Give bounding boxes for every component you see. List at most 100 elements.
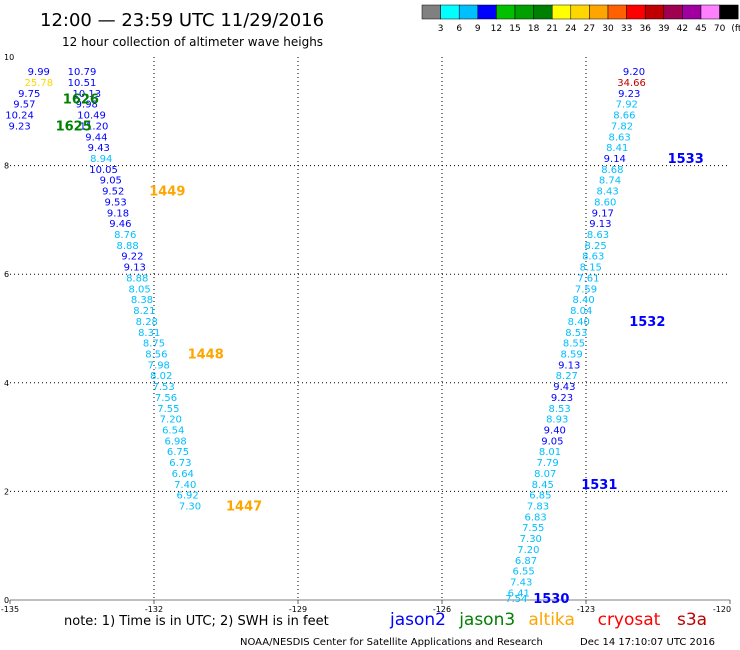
data-point-label: 8.25 xyxy=(584,241,606,252)
colorbar-label: 27 xyxy=(584,24,595,34)
colorbar-label: 39 xyxy=(658,24,670,34)
data-point-label: 9.14 xyxy=(604,154,626,165)
data-point-label: 8.05 xyxy=(128,284,150,295)
data-point-label: 9.13 xyxy=(589,219,611,230)
pass-labels: 1626 1625 1449 1448 1447 1533 1532 1531 1530 xyxy=(56,92,704,607)
data-point-label: 7.20 xyxy=(517,545,539,556)
data-point-label: 8.07 xyxy=(534,469,556,480)
pass-number-label: 1449 xyxy=(149,185,185,200)
data-point-label: 25.78 xyxy=(24,78,53,89)
colorbar-label: 12 xyxy=(491,24,502,34)
grid xyxy=(10,57,730,600)
colorbar-label: 70 xyxy=(714,24,726,34)
data-point-label: 8.21 xyxy=(133,306,155,317)
data-point-label: 8.74 xyxy=(599,176,621,187)
pass-number-label: 1625 xyxy=(56,119,92,134)
colorbar-swatch xyxy=(477,4,497,20)
pass-number-label: 1448 xyxy=(188,347,224,362)
data-point-label: 34.66 xyxy=(617,78,646,89)
colorbar-label: 33 xyxy=(621,24,632,34)
data-point-label: 9.52 xyxy=(102,187,124,198)
data-point-label: 9.22 xyxy=(121,252,143,263)
colorbar-label: 45 xyxy=(695,24,706,34)
legend-entry: altika xyxy=(528,610,575,630)
colorbar-label: 15 xyxy=(509,24,520,34)
colorbar-label: 21 xyxy=(546,24,557,34)
colorbar-swatch xyxy=(719,4,739,20)
data-point-label: 8.63 xyxy=(608,132,630,143)
data-point-label: 7.83 xyxy=(527,502,549,513)
colorbar-label: 3 xyxy=(438,24,444,34)
data-point-label: 8.27 xyxy=(556,371,578,382)
data-point-label: 8.60 xyxy=(594,197,616,208)
data-point-label: 9.20 xyxy=(623,67,645,78)
colorbar-swatch xyxy=(589,4,609,20)
x-tick-label: -132 xyxy=(145,605,163,614)
data-point-label: 9.98 xyxy=(76,100,98,111)
data-point-label: 6.54 xyxy=(162,425,184,436)
colorbar-swatch xyxy=(700,4,720,20)
data-point-label: 7.79 xyxy=(536,458,558,469)
data-point-label: 8.04 xyxy=(570,306,592,317)
data-point-label: 8.43 xyxy=(596,187,618,198)
data-point-label: 8.63 xyxy=(587,230,609,241)
pass-number-label: 1530 xyxy=(533,592,569,607)
colorbar-swatch xyxy=(458,4,479,20)
data-point-label: 7.53 xyxy=(152,382,174,393)
data-points: 9.9925.789.759.5710.249.2310.7910.5110.1… xyxy=(5,67,646,605)
data-point-label: 7.30 xyxy=(179,502,201,513)
pass-number-label: 1531 xyxy=(581,478,617,493)
data-point-label: 7.61 xyxy=(577,273,599,284)
colorbar-label: 36 xyxy=(639,24,651,34)
data-point-label: 6.98 xyxy=(164,436,186,447)
data-point-label: 8.53 xyxy=(548,404,570,415)
data-point-label: 8.31 xyxy=(138,328,160,339)
axes: -135 -132 -129 -126 -123 -120 0 2 4 6 8 10 xyxy=(1,53,731,614)
data-point-label: 6.85 xyxy=(529,491,551,502)
data-point-label: 9.17 xyxy=(592,208,614,219)
data-point-label: 6.87 xyxy=(515,556,537,567)
data-point-label: 8.75 xyxy=(143,339,165,350)
data-point-label: 9.23 xyxy=(551,393,573,404)
data-point-label: 8.66 xyxy=(613,111,635,122)
data-point-label: 9.18 xyxy=(107,208,129,219)
x-tick-label: -126 xyxy=(433,605,451,614)
chart-subtitle: 12 hour collection of altimeter wave hei… xyxy=(62,35,323,49)
data-point-label: 7.40 xyxy=(174,480,196,491)
colorbar-swatch xyxy=(663,4,683,20)
data-point-label: 6.92 xyxy=(176,491,198,502)
data-point-label: 6.64 xyxy=(172,469,194,480)
colorbar-swatch xyxy=(644,4,665,20)
data-point-label: 8.88 xyxy=(126,273,148,284)
x-tick-label: -129 xyxy=(289,605,307,614)
colorbar-swatch xyxy=(421,4,441,20)
colorbar-label: 18 xyxy=(528,24,540,34)
footer-source: NOAA/NESDIS Center for Satellite Applica… xyxy=(240,637,543,648)
data-point-label: 8.88 xyxy=(116,241,138,252)
y-tick-label: 8 xyxy=(4,162,9,171)
legend-entry: s3a xyxy=(677,610,707,630)
data-point-label: 8.56 xyxy=(145,349,167,360)
data-point-label: 10.79 xyxy=(68,67,97,78)
data-point-label: 9.05 xyxy=(100,176,122,187)
data-point-label: 7.30 xyxy=(520,534,542,545)
data-point-label: 7.92 xyxy=(616,100,638,111)
pass-number-label: 1447 xyxy=(226,500,262,515)
data-point-label: 10.49 xyxy=(77,111,106,122)
data-point-label: 6.55 xyxy=(512,567,534,578)
satellite-legend: jason2 jason3 altika cryosat s3a xyxy=(389,610,707,630)
colorbar-swatch xyxy=(496,4,516,20)
data-point-label: 9.46 xyxy=(109,219,131,230)
colorbar-swatch xyxy=(551,4,572,20)
x-tick-label: -135 xyxy=(1,605,19,614)
data-point-label: 9.43 xyxy=(553,382,575,393)
colorbar-label: 6 xyxy=(456,24,462,34)
data-point-label: 8.45 xyxy=(532,480,554,491)
data-point-label: 8.94 xyxy=(90,154,112,165)
data-point-label: 7.54 xyxy=(505,594,527,605)
legend-entry: jason2 xyxy=(389,610,446,630)
pass-number-label: 1626 xyxy=(63,92,99,107)
data-point-label: 8.93 xyxy=(546,415,568,426)
pass-number-label: 1532 xyxy=(629,315,665,330)
data-point-label: 8.76 xyxy=(114,230,136,241)
